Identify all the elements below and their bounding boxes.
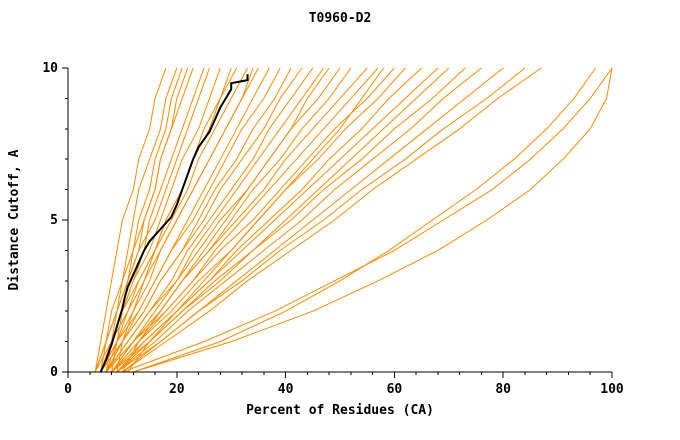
model-line [133, 67, 613, 373]
model-line [105, 67, 314, 373]
model-line [116, 67, 526, 373]
plot-lines-layer [94, 67, 613, 373]
x-tick-label: 80 [495, 382, 511, 397]
model-line [122, 67, 542, 373]
x-tick-label: 100 [600, 382, 624, 397]
model-line [111, 67, 406, 373]
x-tick-label: 0 [64, 382, 72, 397]
y-axis-label: Distance Cutoff, A [7, 149, 22, 290]
x-axis-label: Percent of Residues (CA) [246, 403, 434, 418]
y-tick-label: 0 [50, 365, 58, 380]
model-line [94, 67, 167, 373]
model-line [111, 67, 379, 373]
model-line [105, 67, 395, 373]
model-line [100, 67, 178, 373]
model-line [100, 67, 238, 373]
model-line [116, 67, 254, 373]
model-line [94, 67, 210, 373]
model-line [122, 67, 613, 373]
x-tick-label: 20 [169, 382, 185, 397]
model-line [105, 67, 270, 373]
plot-axes-layer: 0 20 40 60 80 100 0 5 10 [42, 61, 624, 397]
model-line [111, 67, 466, 373]
x-tick-label: 40 [278, 382, 294, 397]
model-line [100, 67, 303, 373]
model-line [116, 67, 450, 373]
model-line [121, 67, 330, 373]
model-line [111, 67, 439, 373]
model-line [100, 67, 281, 373]
x-tick-label: 60 [387, 382, 403, 397]
model-line [133, 67, 597, 373]
model-line [111, 67, 325, 373]
model-line [116, 67, 482, 373]
model-line [100, 67, 194, 373]
model-line [105, 67, 368, 373]
model-line [105, 67, 341, 373]
chart-title: T0960-D2 [309, 11, 372, 26]
model-line [100, 67, 259, 373]
highlight-line [99, 74, 249, 373]
y-tick-label: 10 [42, 61, 58, 76]
y-tick-label: 5 [50, 213, 58, 228]
